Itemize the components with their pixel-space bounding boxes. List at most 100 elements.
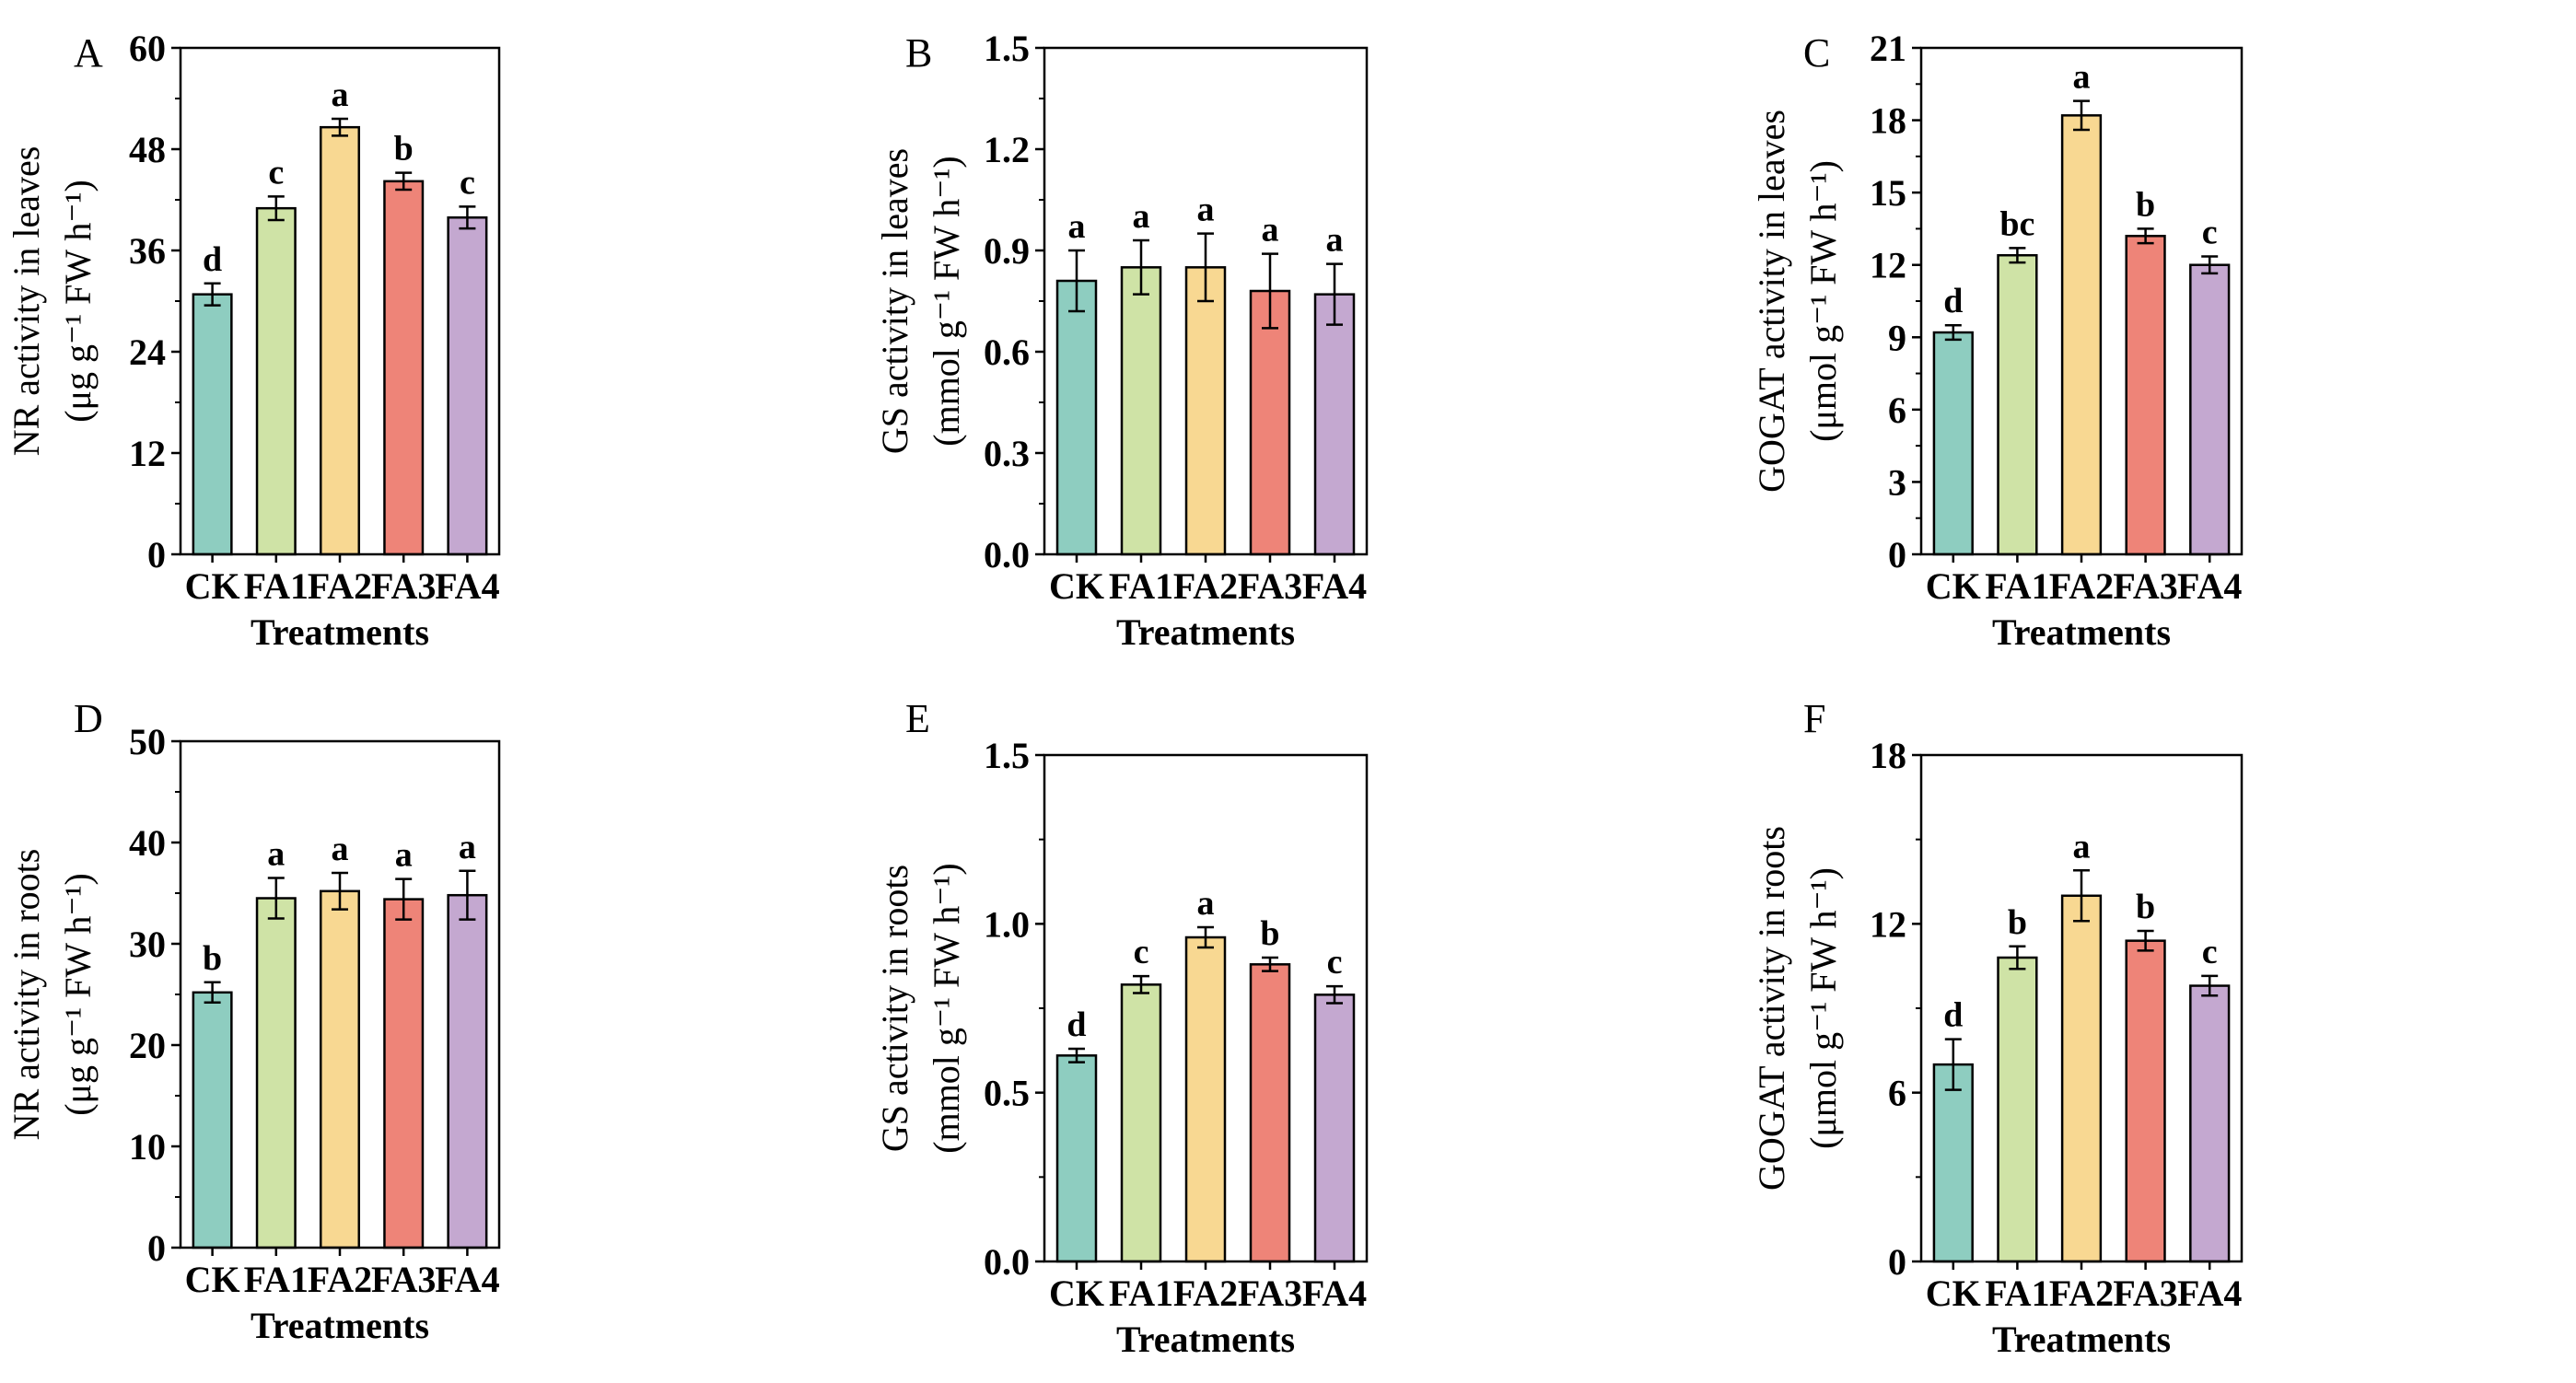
x-tick-label: FA2	[308, 1259, 372, 1300]
y-tick-label: 12	[1870, 903, 1906, 945]
bar-fa1	[255, 206, 297, 556]
y-tick-label: 1.5	[984, 28, 1030, 69]
y-tick-label: 0.0	[984, 534, 1030, 575]
y-tick-label: 0.3	[984, 433, 1030, 474]
significance-letter: d	[1067, 1005, 1086, 1044]
x-axis-title: Treatments	[1116, 1319, 1295, 1360]
x-tick-label: FA3	[2113, 1273, 2177, 1314]
bar-fa3	[1249, 963, 1291, 1263]
y-tick-label: 48	[129, 129, 166, 170]
x-axis-title: Treatments	[251, 1305, 429, 1346]
x-tick-label: FA2	[308, 565, 372, 607]
bar-fa2	[2060, 894, 2103, 1263]
bar-fa1	[1997, 253, 2038, 556]
y-tick-label: 0.9	[984, 230, 1030, 272]
bar-ck	[1932, 331, 1974, 556]
y-tick-label: 1.5	[984, 735, 1030, 776]
y-tick-label: 40	[129, 822, 166, 864]
panel-label: F	[1803, 696, 1825, 741]
y-tick-label: 1.2	[984, 129, 1030, 170]
x-tick-label: CK	[1049, 1273, 1104, 1314]
bar-fa4	[1313, 293, 1356, 556]
significance-letter: b	[2008, 903, 2027, 942]
x-tick-label: FA1	[1985, 565, 2049, 607]
bar-fa4	[447, 893, 488, 1249]
y-tick-label: 30	[129, 924, 166, 965]
y-axis-unit: (mmol g⁻¹ FW h⁻¹)	[926, 156, 967, 446]
bar-fa4	[2189, 984, 2231, 1263]
panel-label: D	[74, 696, 103, 741]
significance-letter: a	[1326, 221, 1344, 260]
y-tick-label: 21	[1870, 28, 1906, 69]
significance-letter: a	[2073, 827, 2091, 866]
y-axis-unit: (mmol g⁻¹ FW h⁻¹)	[926, 863, 967, 1153]
significance-letter: a	[1068, 207, 1086, 246]
x-tick-label: CK	[185, 1259, 240, 1300]
x-tick-label: FA1	[1985, 1273, 2049, 1314]
y-tick-label: 0	[1888, 1241, 1906, 1283]
y-tick-label: 9	[1888, 317, 1906, 358]
y-tick-label: 12	[1870, 245, 1906, 286]
bar-fa3	[1249, 289, 1291, 556]
bar-ck	[1932, 1063, 1974, 1263]
significance-letter: d	[203, 240, 222, 279]
x-tick-label: FA1	[1109, 1273, 1173, 1314]
y-axis-title: GS activity in roots	[874, 865, 915, 1152]
panel-c: Cd CK bc FA1 a FA2 b FA3 c FA4 0 3 6 9 12 15 18 21 Treatme…	[1751, 28, 2244, 653]
panel-a: Ad CK c FA1 a FA2 b FA3 c FA4 0 12 24 36 48 60 Treatment…	[6, 28, 501, 653]
significance-letter: a	[459, 828, 476, 866]
panel-label: B	[905, 30, 932, 76]
x-tick-label: FA3	[2113, 565, 2177, 607]
significance-letter: a	[332, 830, 349, 868]
x-tick-label: CK	[1926, 565, 1981, 607]
y-tick-label: 15	[1870, 172, 1906, 214]
panel-f: Fd CK b FA1 a FA2 b FA3 c FA4 0 6 12 18 Treatments GOGA…	[1751, 696, 2244, 1360]
x-tick-label: CK	[1926, 1273, 1981, 1314]
panel-e: Ed CK c FA1 a FA2 b FA3 c FA4 0.0 0.5 1.0 1.5 Treatmen…	[874, 696, 1369, 1360]
bar-fa4	[447, 216, 488, 556]
bar-fa3	[383, 180, 425, 556]
x-tick-label: FA3	[1238, 1273, 1302, 1314]
y-tick-label: 0	[147, 534, 166, 575]
significance-letter: c	[2202, 933, 2218, 971]
bar-fa3	[2125, 235, 2166, 556]
y-tick-label: 3	[1888, 461, 1906, 503]
panel-label: A	[74, 30, 103, 76]
panel-d: Db CK a FA1 a FA2 a FA3 a FA4 0 10 20 30 40 50 Treatment…	[6, 696, 501, 1346]
y-axis-title: GOGAT activity in roots	[1751, 826, 1792, 1191]
bar-fa2	[319, 889, 361, 1249]
y-axis-unit: (μmol g⁻¹ FW h⁻¹)	[1802, 160, 1844, 442]
significance-letter: b	[203, 939, 222, 978]
plot-frame	[179, 46, 501, 556]
x-tick-label: FA2	[2049, 565, 2114, 607]
y-axis-title: NR activity in leaves	[6, 146, 47, 457]
significance-letter: a	[1262, 211, 1279, 250]
x-tick-label: FA1	[244, 1259, 309, 1300]
bar-fa2	[1184, 266, 1227, 556]
x-tick-label: FA4	[1302, 1273, 1367, 1314]
y-tick-label: 50	[129, 721, 166, 762]
y-axis-title: NR activity in roots	[6, 849, 47, 1141]
plot-frame	[1043, 46, 1369, 556]
x-tick-label: FA4	[2177, 565, 2242, 607]
x-tick-label: CK	[1049, 565, 1104, 607]
x-tick-label: FA2	[2049, 1273, 2114, 1314]
x-axis-title: Treatments	[1992, 611, 2171, 653]
bar-fa4	[1313, 994, 1356, 1263]
x-axis-title: Treatments	[1992, 1319, 2171, 1360]
significance-letter: b	[394, 130, 414, 169]
y-tick-label: 1.0	[984, 903, 1030, 945]
bar-fa2	[319, 125, 361, 556]
y-tick-label: 6	[1888, 389, 1906, 431]
x-axis-title: Treatments	[251, 611, 429, 653]
bar-fa2	[1184, 936, 1227, 1263]
significance-letter: c	[460, 163, 475, 202]
significance-letter: a	[395, 836, 413, 875]
plot-frame	[179, 739, 501, 1249]
significance-letter: b	[1260, 914, 1279, 953]
panel-label: E	[905, 696, 930, 741]
bar-ck	[1055, 1054, 1098, 1263]
significance-letter: b	[2136, 185, 2155, 224]
y-tick-label: 0	[147, 1227, 166, 1269]
